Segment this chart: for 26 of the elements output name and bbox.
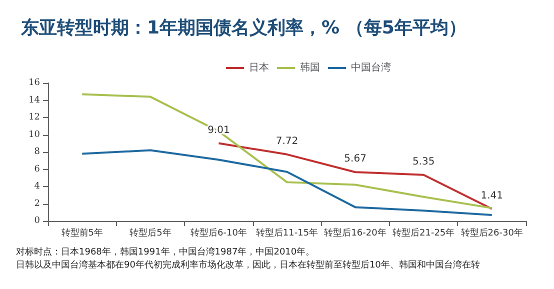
legend-label: 日本 xyxy=(249,62,269,74)
legend-label: 中国台湾 xyxy=(351,62,391,74)
x-tick-label: 转型后6-10年 xyxy=(190,228,247,238)
data-label: 5.67 xyxy=(344,154,366,165)
y-tick-label: 16 xyxy=(28,78,40,88)
y-tick-label: 12 xyxy=(28,112,40,122)
y-tick-label: 10 xyxy=(28,130,40,140)
data-label: 5.35 xyxy=(412,156,435,168)
data-label: 1.41 xyxy=(480,190,503,202)
x-tick-label: 转型后21-25年 xyxy=(392,228,455,238)
y-tick-label: 6 xyxy=(34,164,40,174)
y-tick-label: 4 xyxy=(34,182,40,192)
x-tick-label: 转型后16-20年 xyxy=(324,228,386,238)
legend-label: 韩国 xyxy=(300,62,320,74)
x-tick-label: 转型前5年 xyxy=(61,228,104,238)
y-tick-label: 2 xyxy=(34,198,40,209)
x-tick-label: 转型后11-15年 xyxy=(256,228,318,238)
chart-title: 东亚转型时期：1年期国债名义利率，% （每5年平均） xyxy=(20,18,466,38)
text: 日韩以及中国台湾基本都在90年代初完成利率市场化改革，因此，日本在转型前至转型后10年、韩国和中国台湾在转 xyxy=(16,260,480,270)
x-tick-label: 转型后26-30年 xyxy=(460,228,523,238)
y-tick-label: 14 xyxy=(28,95,40,106)
y-tick-label: 8 xyxy=(34,147,40,157)
y-tick-label: 0 xyxy=(34,216,40,226)
x-tick-label: 转型后5年 xyxy=(130,228,172,238)
data-label: 7.72 xyxy=(276,136,298,147)
text: 对标时点：日本1968年，韩国1991年，中国台湾1987年，中国2010年。 xyxy=(16,246,315,258)
